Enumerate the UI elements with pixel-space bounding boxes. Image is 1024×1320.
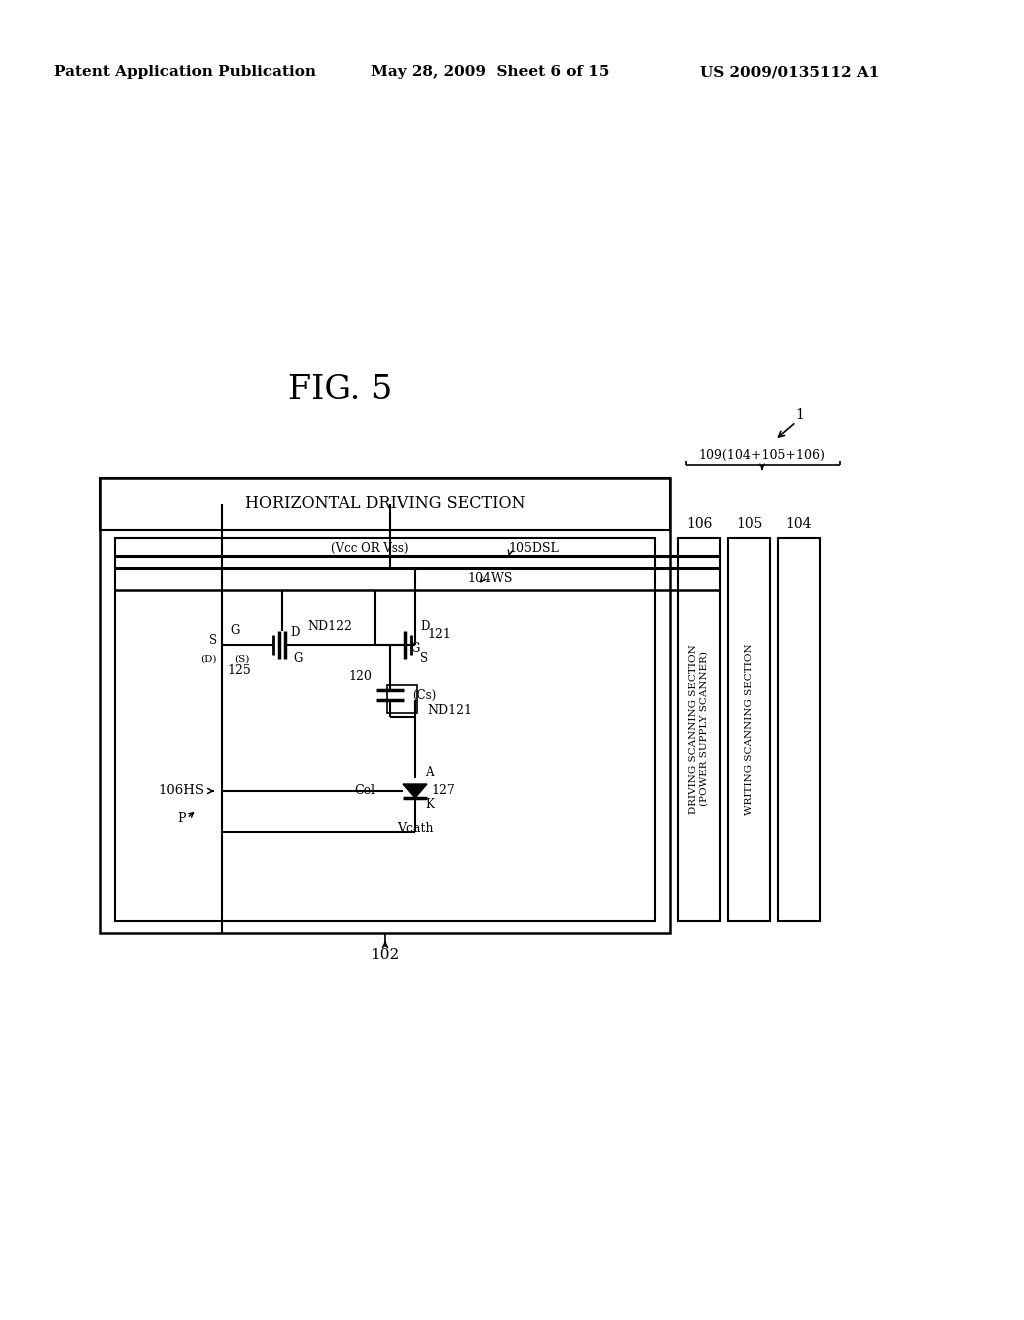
Text: 121: 121 (427, 628, 451, 642)
Text: HORIZONTAL DRIVING SECTION: HORIZONTAL DRIVING SECTION (245, 495, 525, 512)
Text: K: K (425, 797, 434, 810)
Text: 102: 102 (371, 948, 399, 962)
Text: US 2009/0135112 A1: US 2009/0135112 A1 (700, 65, 880, 79)
Text: FIG. 5: FIG. 5 (288, 374, 392, 407)
Text: Patent Application Publication: Patent Application Publication (54, 65, 316, 79)
Text: Vcath: Vcath (396, 821, 433, 834)
Text: ND122: ND122 (307, 620, 352, 634)
Text: S: S (209, 635, 217, 648)
Text: G: G (410, 643, 420, 656)
Bar (728, 539, 770, 921)
Text: G: G (293, 652, 302, 665)
Bar (387, 685, 417, 713)
Text: 106HS: 106HS (158, 784, 204, 797)
Text: 1: 1 (796, 408, 805, 422)
Text: 105: 105 (736, 517, 762, 531)
Text: DRIVING SCANNING SECTION
(POWER SUPPLY SCANNER): DRIVING SCANNING SECTION (POWER SUPPLY S… (689, 644, 709, 814)
Bar (100, 478, 670, 531)
Text: 127: 127 (431, 784, 455, 797)
Text: (Vcc OR Vss): (Vcc OR Vss) (331, 541, 409, 554)
Bar (100, 478, 670, 933)
Text: 105DSL: 105DSL (508, 543, 559, 556)
Bar (778, 539, 820, 921)
Text: 109(104+105+106): 109(104+105+106) (698, 449, 825, 462)
Text: A: A (425, 766, 433, 779)
Text: S: S (420, 652, 428, 665)
Text: 125: 125 (227, 664, 251, 677)
Text: May 28, 2009  Sheet 6 of 15: May 28, 2009 Sheet 6 of 15 (371, 65, 609, 79)
Text: 104: 104 (785, 517, 812, 531)
Text: WRITING SCANNING SECTION: WRITING SCANNING SECTION (744, 643, 754, 814)
Text: ND121: ND121 (427, 704, 472, 717)
Text: D: D (420, 620, 429, 634)
Bar (678, 539, 720, 921)
Text: (S): (S) (234, 655, 250, 664)
Text: D: D (290, 627, 299, 639)
Text: (D): (D) (201, 655, 217, 664)
Bar (115, 539, 655, 921)
Text: P: P (178, 812, 186, 825)
Text: 104WS: 104WS (467, 572, 513, 585)
Text: (Cs): (Cs) (412, 689, 436, 701)
Text: G: G (230, 624, 240, 638)
Text: 106: 106 (686, 517, 712, 531)
Text: 120: 120 (348, 671, 372, 684)
Text: Cel: Cel (354, 784, 375, 797)
Polygon shape (403, 784, 427, 799)
